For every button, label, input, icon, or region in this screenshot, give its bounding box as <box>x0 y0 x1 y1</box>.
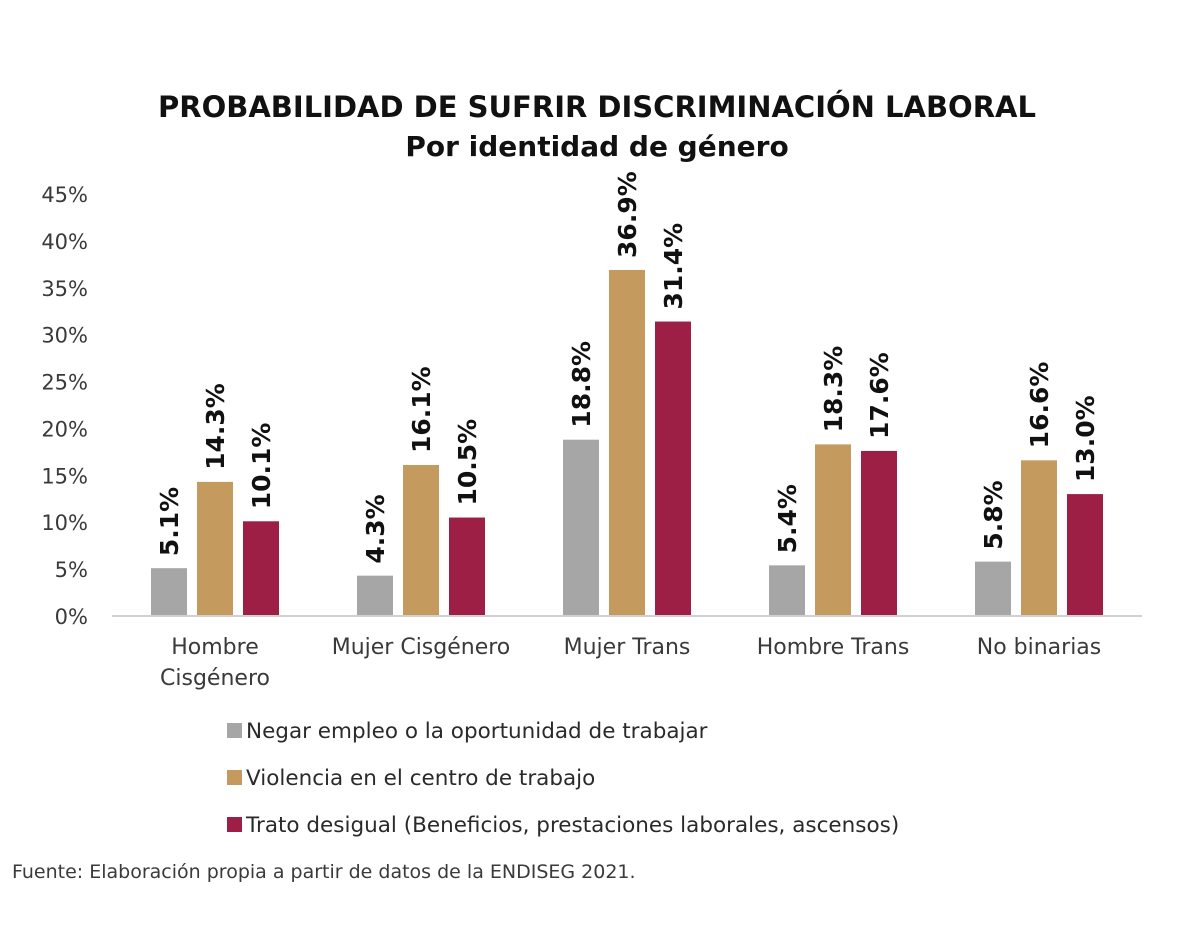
y-tick-label: 35% <box>41 277 88 301</box>
x-category-label: Mujer Cisgénero <box>332 635 511 660</box>
legend-label: Negar empleo o la oportunidad de trabaja… <box>246 719 708 744</box>
y-tick-label: 10% <box>41 511 88 535</box>
bar-data-label: 18.3% <box>819 346 848 433</box>
bar-data-label: 10.5% <box>453 419 482 506</box>
x-category-label: No binarias <box>977 635 1102 660</box>
bar-data-label: 5.1% <box>155 487 184 556</box>
bar-data-label: 16.6% <box>1025 362 1054 449</box>
bar-series-1-cat-4 <box>1021 460 1057 616</box>
bar-series-0-cat-3 <box>769 565 805 616</box>
bar-series-0-cat-1 <box>357 575 393 616</box>
y-tick-label: 5% <box>55 558 88 582</box>
x-axis: Hombre Cisgénero Mujer Cisgénero Mujer Tran… <box>160 635 1101 691</box>
bar-series-2-cat-2 <box>655 321 691 616</box>
bar-data-label: 17.6% <box>865 352 894 439</box>
bar-data-label: 14.3% <box>201 383 230 470</box>
bar-series-2-cat-0 <box>243 521 279 616</box>
bar-series-0-cat-0 <box>151 568 187 616</box>
y-tick-label: 30% <box>41 324 88 348</box>
legend-swatch <box>227 770 242 785</box>
legend-label: Trato desigual (Beneficios, prestaciones… <box>245 813 899 838</box>
x-category-label: Mujer Trans <box>564 635 691 660</box>
bar-series-0-cat-2 <box>563 439 599 616</box>
bar-series-2-cat-1 <box>449 517 485 616</box>
legend-label: Violencia en el centro de trabajo <box>246 766 595 791</box>
y-axis: 0% 5% 10% 15% 20% 25% 30% 35% 40% 45% <box>41 183 88 629</box>
legend-swatch <box>227 817 242 832</box>
x-category-label: Cisgénero <box>160 666 270 691</box>
y-tick-label: 40% <box>41 230 88 254</box>
bars <box>151 269 1103 616</box>
bar-data-label: 31.4% <box>659 223 688 310</box>
bar-series-1-cat-3 <box>815 444 851 616</box>
chart-title: PROBABILIDAD DE SUFRIR DISCRIMINACIÓN LA… <box>158 90 1036 124</box>
y-tick-label: 0% <box>55 605 88 629</box>
legend-swatch <box>227 723 242 738</box>
bar-series-1-cat-0 <box>197 481 233 616</box>
bar-series-2-cat-4 <box>1067 494 1103 616</box>
data-labels: 5.1% 4.3% 18.8% 5.4% 5.8% 14.3% 16.1% 36.9% 18.3… <box>155 171 1100 563</box>
x-category-label: Hombre <box>171 635 259 660</box>
bar-data-label: 36.9% <box>613 171 642 258</box>
chart-source: Fuente: Elaboración propia a partir de d… <box>12 861 636 883</box>
y-tick-label: 25% <box>41 371 88 395</box>
bar-data-label: 16.1% <box>407 366 436 453</box>
bar-data-label: 5.4% <box>773 484 802 553</box>
bar-series-1-cat-2 <box>609 269 645 616</box>
bar-data-label: 13.0% <box>1071 395 1100 482</box>
bar-series-0-cat-4 <box>975 561 1011 616</box>
chart-subtitle: Por identidad de género <box>405 130 788 163</box>
y-tick-label: 15% <box>41 464 88 488</box>
legend: Negar empleo o la oportunidad de trabaja… <box>227 719 899 838</box>
y-tick-label: 20% <box>41 417 88 441</box>
bar-data-label: 4.3% <box>361 494 390 563</box>
bar-series-2-cat-3 <box>861 450 897 616</box>
x-category-label: Hombre Trans <box>757 635 910 660</box>
y-tick-label: 45% <box>41 183 88 207</box>
bar-data-label: 5.8% <box>979 480 1008 549</box>
bar-series-1-cat-1 <box>403 465 439 616</box>
bar-data-label: 10.1% <box>247 423 276 510</box>
bar-data-label: 18.8% <box>567 341 596 428</box>
